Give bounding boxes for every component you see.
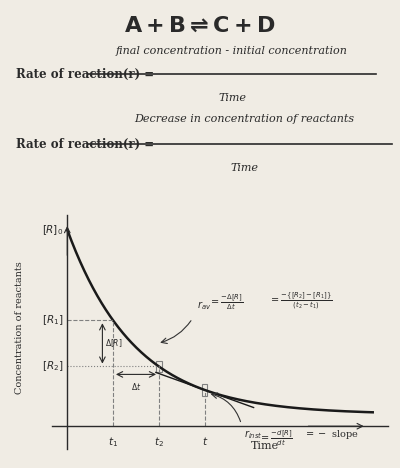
Text: Time: Time bbox=[250, 441, 279, 451]
Text: $r_{inst}$: $r_{inst}$ bbox=[244, 428, 263, 441]
Text: $t_1$: $t_1$ bbox=[108, 435, 118, 449]
Text: $[R_1]$: $[R_1]$ bbox=[42, 314, 64, 327]
Text: $[R]_0$: $[R]_0$ bbox=[42, 223, 64, 237]
Text: Rate of reaction(r) =: Rate of reaction(r) = bbox=[16, 68, 154, 80]
Text: $= \frac{-\{[R_2]-[R_1]\}}{(t_2-t_1)}$: $= \frac{-\{[R_2]-[R_1]\}}{(t_2-t_1)}$ bbox=[269, 291, 332, 312]
Text: $t$: $t$ bbox=[202, 435, 208, 447]
Text: Decrease in concentration of reactants: Decrease in concentration of reactants bbox=[134, 114, 354, 124]
Text: $\Delta t$: $\Delta t$ bbox=[131, 381, 141, 392]
Text: Rate of reaction(r) =: Rate of reaction(r) = bbox=[16, 138, 154, 151]
Text: $= -$ slope: $= -$ slope bbox=[304, 428, 358, 441]
Text: Time: Time bbox=[230, 163, 258, 173]
Text: $r_{av}$: $r_{av}$ bbox=[197, 299, 211, 312]
Text: Time: Time bbox=[218, 93, 246, 102]
Bar bbox=[156, 360, 162, 373]
Text: final concentration - initial concentration: final concentration - initial concentrat… bbox=[116, 45, 348, 56]
Text: $t_2$: $t_2$ bbox=[154, 435, 164, 449]
Text: $[R_2]$: $[R_2]$ bbox=[42, 359, 64, 373]
Text: $\Delta[R]$: $\Delta[R]$ bbox=[104, 337, 122, 349]
Text: $= \frac{-d[R]}{dt}$: $= \frac{-d[R]}{dt}$ bbox=[259, 428, 293, 448]
Text: $= \frac{-\Delta[R]}{\Delta t}$: $= \frac{-\Delta[R]}{\Delta t}$ bbox=[209, 292, 244, 312]
Bar bbox=[202, 384, 208, 396]
Text: $\mathbf{A + B \rightleftharpoons C + D}$: $\mathbf{A + B \rightleftharpoons C + D}… bbox=[124, 15, 276, 37]
Text: Concentration of reactants: Concentration of reactants bbox=[16, 261, 24, 394]
